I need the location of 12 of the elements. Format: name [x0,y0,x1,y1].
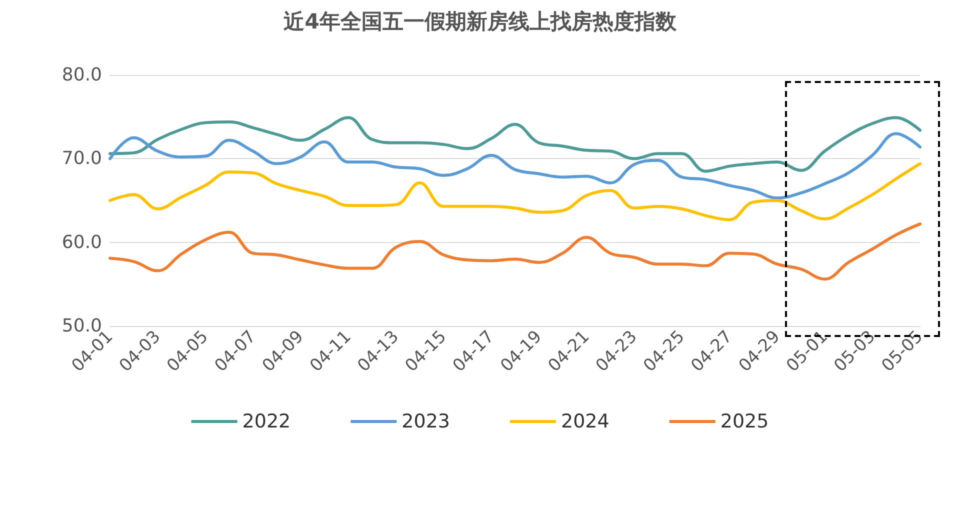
line-series [108,116,922,173]
legend-label: 2024 [561,410,610,432]
legend-label: 2023 [402,410,450,432]
y-tick-label: 80.0 [62,64,102,86]
line-series [108,222,922,281]
y-tick-label: 70.0 [62,148,102,170]
line-series [108,132,922,200]
legend-label: 2025 [720,410,769,432]
line-series [108,162,922,222]
chart-title: 近4年全国五一假期新房线上找房热度指数 [282,10,678,34]
y-tick-label: 60.0 [62,232,102,253]
legend-label: 2022 [242,410,291,432]
